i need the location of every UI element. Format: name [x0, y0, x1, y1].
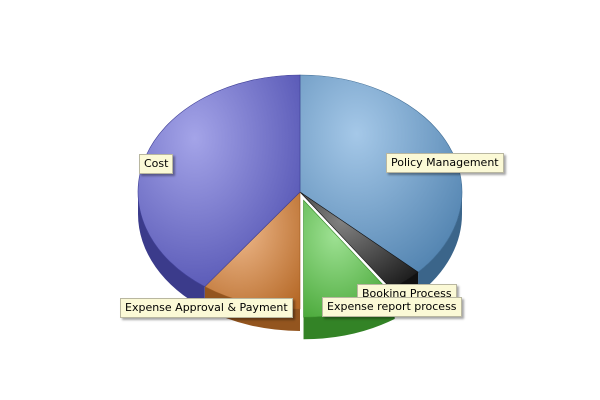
slice-label-policy-management: Policy Management: [386, 153, 504, 173]
slice-label-expense-approval-payment: Expense Approval & Payment: [120, 298, 293, 318]
slice-0-top: [299, 74, 463, 273]
slice-label-cost: Cost: [139, 154, 174, 174]
slice-0-side-0: [418, 192, 462, 295]
slice-label-expense-report-process: Expense report process: [322, 297, 462, 317]
slice-4-side-0: [138, 192, 205, 309]
